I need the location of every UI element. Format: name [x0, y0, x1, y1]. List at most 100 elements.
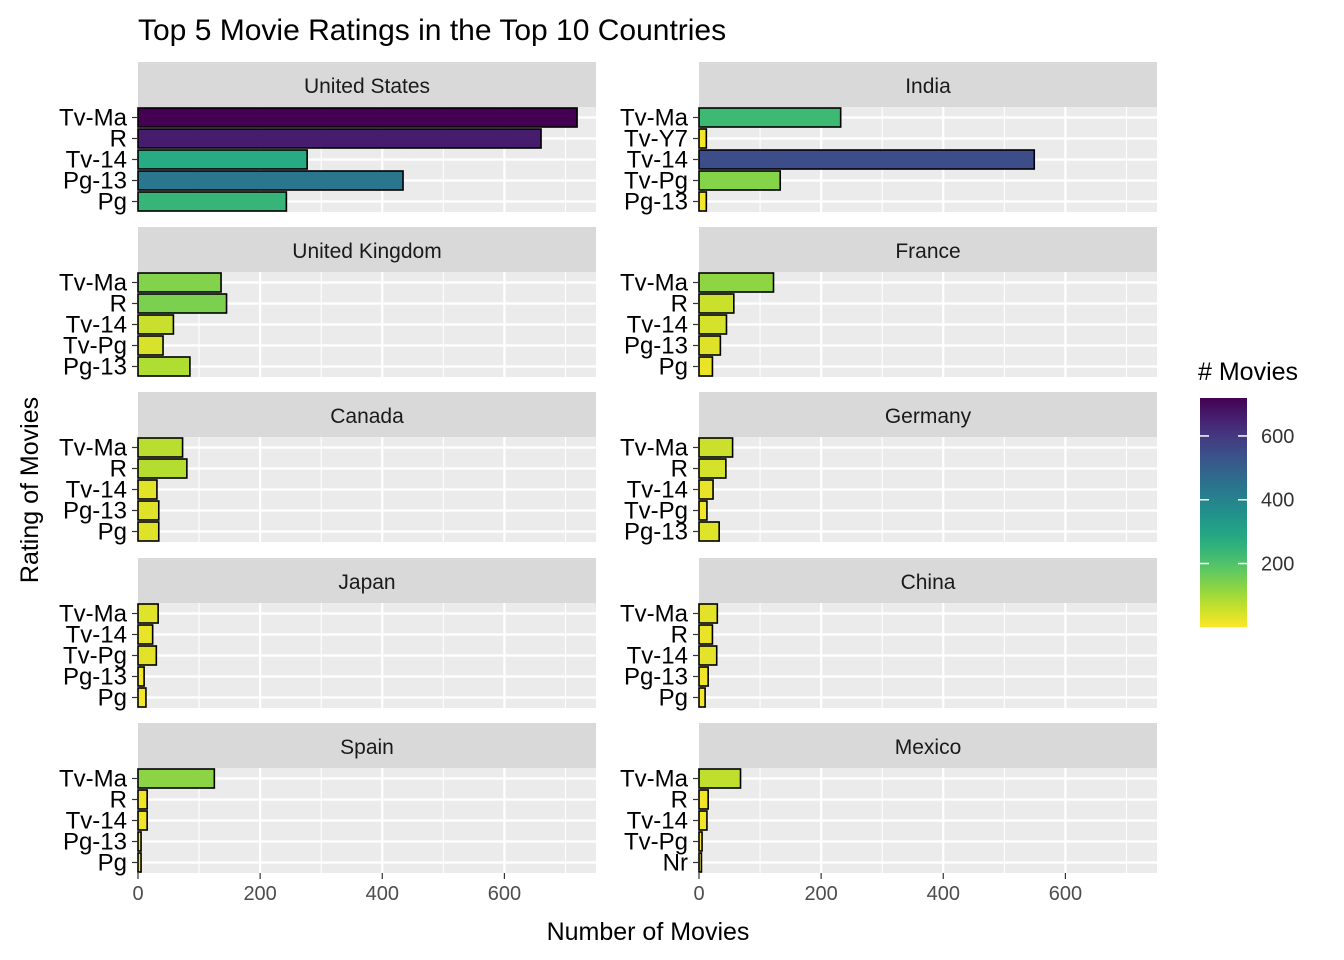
panel-strip-label: United States [304, 75, 430, 98]
x-tick-label: 400 [927, 883, 960, 905]
bar [698, 603, 719, 624]
bar [137, 356, 191, 377]
panel-strip [699, 227, 1157, 272]
category-label: R [110, 126, 127, 153]
x-tick-label: 200 [804, 883, 837, 905]
bar [698, 293, 735, 314]
bar [137, 852, 142, 873]
bar [137, 687, 147, 708]
category-label: Pg [98, 189, 127, 216]
legend-title: # Movies [1198, 358, 1298, 386]
category-label: Pg-13 [624, 519, 688, 546]
category-label: Tv-Ma [59, 270, 128, 297]
category-label: Tv-Pg [63, 333, 127, 360]
x-tick-label: 400 [366, 883, 399, 905]
category-label: Pg [659, 685, 688, 712]
category-label: Pg-13 [63, 829, 127, 856]
bar [698, 810, 708, 831]
category-label: Tv-14 [627, 477, 688, 504]
panel-strip-label: Canada [330, 405, 404, 428]
bar [137, 128, 542, 149]
bar [137, 272, 222, 293]
category-label: Pg [98, 685, 127, 712]
category-label: Tv-Pg [624, 498, 688, 525]
category-label: Pg [659, 354, 688, 381]
category-label: Tv-14 [66, 147, 127, 174]
bar [698, 521, 720, 542]
colorbar [1200, 398, 1247, 627]
bar [137, 831, 142, 852]
bar [137, 624, 154, 645]
category-label: Pg-13 [624, 333, 688, 360]
bar [698, 170, 782, 191]
bar [698, 624, 714, 645]
bar [698, 500, 708, 521]
bar [137, 314, 175, 335]
category-label: Tv-Y7 [624, 126, 688, 153]
x-tick-label: 0 [132, 883, 143, 905]
panel-strip [699, 392, 1157, 437]
bar [137, 191, 288, 212]
category-label: Tv-Ma [620, 270, 689, 297]
category-label: R [110, 291, 127, 318]
facet-panels: United StatesTv-MaRTv-14Pg-13PgIndiaTv-M… [59, 62, 1157, 905]
bar [137, 149, 308, 170]
y-axis-label: Rating of Movies [16, 397, 44, 583]
category-label: R [671, 787, 688, 814]
bar [698, 314, 728, 335]
category-label: Tv-Pg [624, 829, 688, 856]
category-label: Pg [98, 519, 127, 546]
bar [698, 852, 703, 873]
panel-strip [138, 62, 596, 107]
bar [698, 191, 708, 212]
bar [137, 789, 148, 810]
category-label: Tv-Ma [59, 435, 128, 462]
category-label: Pg-13 [63, 354, 127, 381]
x-axis-label: Number of Movies [547, 918, 750, 946]
category-label: Pg [98, 850, 127, 877]
category-label: R [110, 456, 127, 483]
panel-strip [138, 392, 596, 437]
color-legend: # Movies 200 400 600 [1198, 358, 1298, 627]
bar [698, 479, 714, 500]
bar [698, 789, 709, 810]
category-label: Pg-13 [63, 664, 127, 691]
bar [698, 645, 718, 666]
category-label: Tv-Ma [59, 105, 128, 132]
bar [137, 293, 228, 314]
bar [698, 666, 709, 687]
category-label: Tv-14 [66, 477, 127, 504]
category-label: R [671, 456, 688, 483]
category-label: Tv-Ma [620, 105, 689, 132]
bar [137, 645, 158, 666]
category-label: Nr [663, 850, 688, 877]
bar [137, 810, 148, 831]
category-label: Pg-13 [624, 664, 688, 691]
category-label: Tv-14 [627, 312, 688, 339]
category-label: R [671, 291, 688, 318]
bar [698, 356, 714, 377]
bar [698, 149, 1036, 170]
panel-strip [138, 558, 596, 603]
panel-strip [138, 723, 596, 768]
bar [137, 170, 404, 191]
bar [698, 831, 703, 852]
colorbar-tick-label: 400 [1261, 490, 1294, 512]
category-label: Pg-13 [63, 498, 127, 525]
panel-strip-label: India [905, 75, 951, 98]
chart-title: Top 5 Movie Ratings in the Top 10 Countr… [138, 14, 726, 47]
panel-strip-label: Japan [338, 571, 395, 594]
bar [698, 107, 842, 128]
category-label: R [110, 787, 127, 814]
bar [698, 768, 742, 789]
panel-strip [699, 62, 1157, 107]
x-tick-label: 0 [693, 883, 704, 905]
